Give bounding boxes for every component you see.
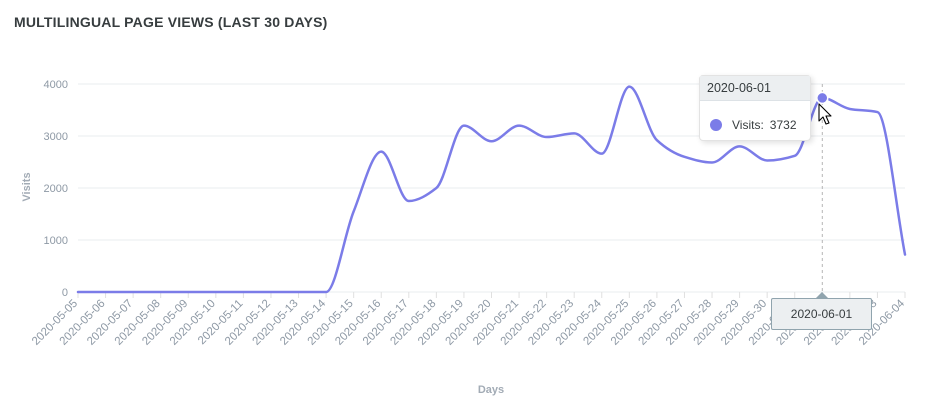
x-axis-title: Days <box>478 384 504 396</box>
y-tick-label: 4000 <box>44 79 68 91</box>
chart-title: MULTILINGUAL PAGE VIEWS (LAST 30 DAYS) <box>14 14 328 30</box>
y-axis-ticks: 0 1000 2000 3000 4000 <box>44 79 68 299</box>
y-axis-title: Visits <box>21 172 33 201</box>
y-tick-label: 3000 <box>44 131 68 143</box>
y-tick-label: 0 <box>62 287 68 299</box>
series-line-visits[interactable] <box>76 85 907 294</box>
y-tick-label: 2000 <box>44 183 68 195</box>
tooltip-value: 3732 <box>769 118 797 132</box>
x-axis-tooltip: 2020-06-01 <box>771 292 872 330</box>
hover-marker[interactable] <box>816 91 829 105</box>
data-tooltip: 2020-06-01 Visits: 3732 <box>699 75 811 141</box>
mouse-cursor-icon <box>818 103 832 125</box>
tooltip-date: 2020-06-01 <box>700 76 810 101</box>
x-tooltip-arrow <box>815 292 828 298</box>
y-tick-label: 1000 <box>44 235 68 247</box>
series-marker-icon <box>710 119 722 131</box>
tooltip-series-label: Visits: <box>732 118 764 132</box>
tooltip-series-row: Visits: 3732 <box>700 101 810 138</box>
x-tooltip-date: 2020-06-01 <box>790 307 853 321</box>
